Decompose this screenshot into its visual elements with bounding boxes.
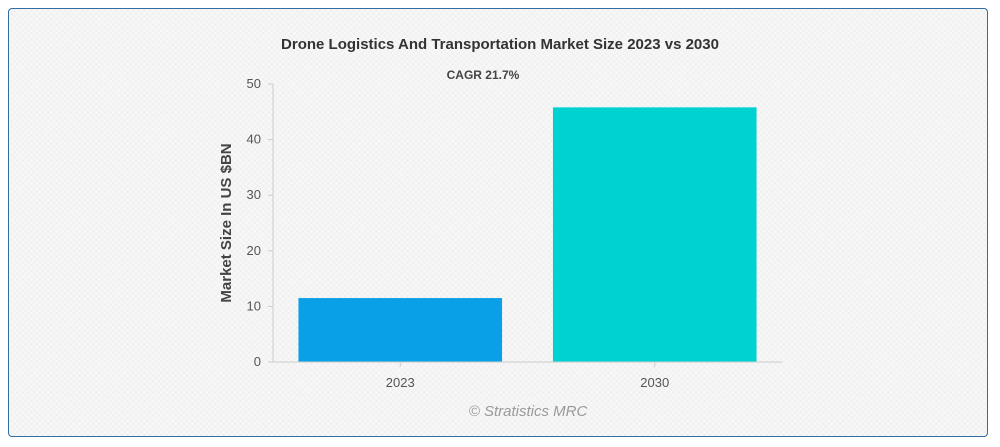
y-tick-label: 40 [247,132,261,147]
bar-2023 [298,298,503,362]
chart-title: Drone Logistics And Transportation Marke… [281,36,719,53]
watermark: © Stratistics MRC [469,403,588,420]
x-tick-label: 2030 [640,375,669,390]
bar-2030 [552,107,757,363]
y-tick-label: 20 [247,243,261,258]
bars [298,107,757,363]
y-axis-label: Market Size In US $BN [218,143,235,302]
y-axis-ticks: 0 10 20 30 40 50 [247,76,273,369]
y-tick-label: 0 [254,354,261,369]
y-tick-label: 50 [247,76,261,91]
x-axis-ticks: 2023 2030 [386,362,669,390]
chart-frame [8,8,988,437]
y-tick-label: 30 [247,187,261,202]
cagr-annotation: CAGR 21.7% [447,68,520,82]
y-tick-label: 10 [247,298,261,313]
x-tick-label: 2023 [386,375,415,390]
